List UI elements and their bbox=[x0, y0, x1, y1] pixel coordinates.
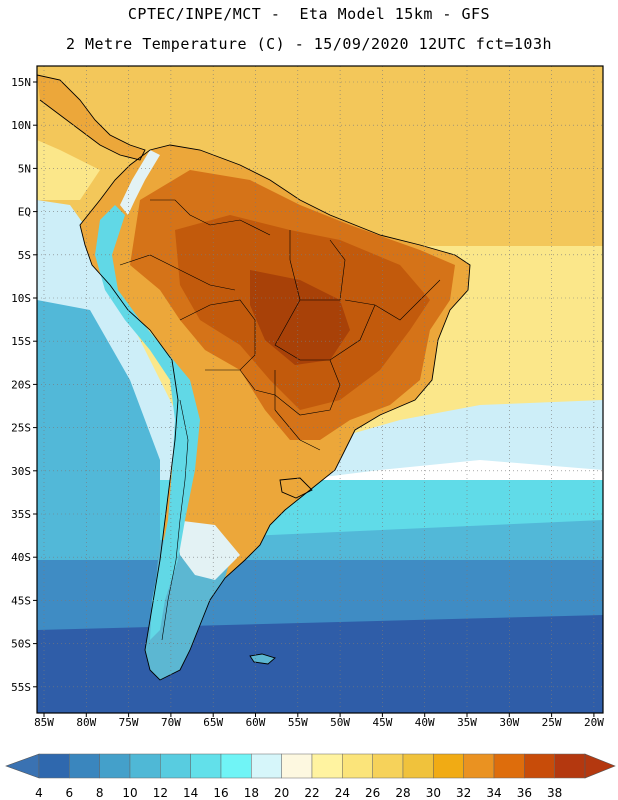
lat-tick-label: 30S bbox=[11, 465, 31, 478]
lat-tick-label: 35S bbox=[11, 508, 31, 521]
latitude-labels: 15N 10N 5N EQ 5S 10S 15S 20S 25S 30S 35S 40S 45S 50S 5… bbox=[11, 76, 37, 694]
lat-tick-label: EQ bbox=[18, 206, 31, 219]
andes-cold-strip bbox=[95, 205, 200, 640]
colorbar-label: 20 bbox=[274, 786, 289, 800]
lon-tick-label: 30W bbox=[499, 716, 519, 729]
colorbar-swatch bbox=[251, 753, 282, 779]
lat-tick-label: 15N bbox=[11, 76, 31, 89]
lon-tick-label: 35W bbox=[457, 716, 477, 729]
colorbar-label: 12 bbox=[153, 786, 168, 800]
country-borders bbox=[119, 199, 441, 641]
lagoon-coastline bbox=[279, 477, 313, 499]
colorbar-label: 4 bbox=[35, 786, 43, 800]
colorbar-label: 34 bbox=[486, 786, 501, 800]
colorbar-label: 38 bbox=[547, 786, 562, 800]
lon-tick-label: 45W bbox=[372, 716, 392, 729]
lat-tick-label: 45S bbox=[11, 594, 31, 607]
lat-tick-label: 55S bbox=[11, 681, 31, 694]
colorbar-swatch bbox=[281, 753, 313, 779]
colorbar-label: 10 bbox=[122, 786, 137, 800]
chart-title-line2: 2 Metre Temperature (C) - 15/09/2020 12U… bbox=[65, 35, 553, 53]
colorbar-swatch bbox=[38, 753, 70, 779]
colorbar: 4 6 8 10 12 14 16 18 20 22 24 26 28 30 32 34 36 38 bbox=[5, 753, 616, 800]
colorbar-swatch bbox=[342, 753, 373, 779]
colorbar-swatch bbox=[160, 753, 191, 779]
colorbar-swatch bbox=[463, 753, 495, 779]
colorbar-label: 32 bbox=[456, 786, 471, 800]
border-peru-brazil bbox=[119, 254, 236, 291]
colorbar-high-arrow bbox=[584, 753, 616, 779]
lon-tick-label: 80W bbox=[76, 716, 96, 729]
border-colombia-venezuela bbox=[150, 199, 271, 236]
longitude-labels: 85W 80W 75W 70W 65W 60W 55W 50W 45W 40W 35W 30W 25W 2… bbox=[34, 713, 604, 729]
lat-tick-label: 20S bbox=[11, 378, 31, 391]
andes-pale-strip bbox=[120, 150, 160, 215]
lat-tick-label: 5S bbox=[18, 249, 31, 262]
lon-tick-label: 25W bbox=[542, 716, 562, 729]
colorbar-label: 8 bbox=[96, 786, 104, 800]
colorbar-swatch bbox=[493, 753, 525, 779]
colorbar-label: 36 bbox=[517, 786, 532, 800]
lon-tick-label: 40W bbox=[415, 716, 435, 729]
map-frame bbox=[36, 65, 604, 714]
lat-tick-label: 50S bbox=[11, 638, 31, 651]
colorbar-swatch bbox=[69, 753, 100, 779]
colorbar-label: 18 bbox=[244, 786, 259, 800]
coastlines bbox=[37, 74, 471, 681]
border-argentina-uruguay bbox=[274, 409, 321, 451]
lon-tick-label: 55W bbox=[288, 716, 308, 729]
border-paraguay bbox=[239, 369, 276, 410]
colorbar-swatch bbox=[311, 753, 343, 779]
patagonia-pale bbox=[175, 520, 240, 580]
colorbar-low-arrow bbox=[5, 753, 40, 779]
colorbar-swatch bbox=[402, 753, 434, 779]
colorbar-label: 24 bbox=[335, 786, 350, 800]
lat-tick-label: 40S bbox=[11, 551, 31, 564]
colorbar-label: 6 bbox=[66, 786, 74, 800]
colorbar-label: 16 bbox=[213, 786, 228, 800]
colorbar-swatch bbox=[433, 753, 464, 779]
chart-title-line1: CPTEC/INPE/MCT - Eta Model 15km - GFS bbox=[127, 5, 491, 23]
lon-tick-label: 65W bbox=[203, 716, 223, 729]
colorbar-swatch bbox=[554, 753, 586, 779]
lat-tick-label: 5N bbox=[18, 162, 31, 175]
colorbar-swatch bbox=[220, 753, 252, 779]
border-brazil-states-2 bbox=[344, 279, 441, 321]
colorbar-label: 14 bbox=[183, 786, 198, 800]
ocean-pacific-north bbox=[37, 66, 100, 200]
border-brazil-states-4 bbox=[274, 359, 341, 416]
border-argentina-chile bbox=[161, 399, 189, 641]
colorbar-label: 28 bbox=[395, 786, 410, 800]
central-america-coastline bbox=[37, 74, 146, 161]
south-america-coastline bbox=[79, 144, 471, 681]
colorbar-swatch bbox=[190, 753, 222, 779]
lat-tick-label: 10N bbox=[11, 119, 31, 132]
lon-tick-label: 75W bbox=[119, 716, 139, 729]
lon-tick-label: 50W bbox=[330, 716, 350, 729]
lat-tick-label: 25S bbox=[11, 422, 31, 435]
border-brazil-states-3 bbox=[274, 299, 376, 361]
colorbar-swatch bbox=[129, 753, 161, 779]
lon-tick-label: 20W bbox=[584, 716, 604, 729]
colorbar-label: 30 bbox=[426, 786, 441, 800]
lat-tick-label: 10S bbox=[11, 292, 31, 305]
colorbar-swatch bbox=[524, 753, 555, 779]
lon-tick-label: 70W bbox=[161, 716, 181, 729]
lat-tick-label: 15S bbox=[11, 335, 31, 348]
colorbar-label: 22 bbox=[304, 786, 319, 800]
lon-tick-label: 85W bbox=[34, 716, 54, 729]
lon-tick-label: 60W bbox=[246, 716, 266, 729]
colorbar-swatch bbox=[99, 753, 131, 779]
falkland-coastline bbox=[249, 653, 276, 665]
central-america-land bbox=[37, 75, 145, 160]
ocean-deep-band bbox=[37, 615, 603, 713]
map-area bbox=[37, 66, 603, 713]
colorbar-swatch bbox=[372, 753, 404, 779]
colorbar-label: 26 bbox=[365, 786, 380, 800]
